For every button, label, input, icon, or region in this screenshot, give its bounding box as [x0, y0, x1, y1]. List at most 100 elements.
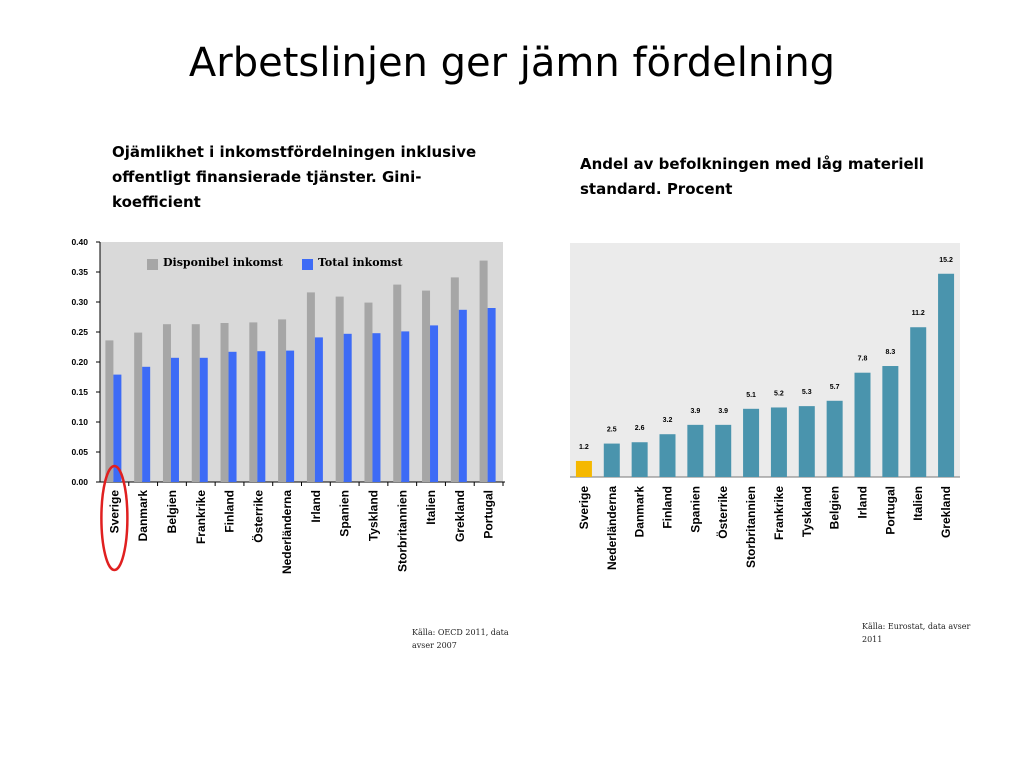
bar-disponibel-frankrike — [191, 324, 200, 482]
right-bar-österrike — [715, 424, 732, 477]
legend-label-total: Total inkomst — [318, 256, 403, 269]
bar-total-grekland — [458, 309, 467, 482]
left-category-label-group: Irland — [309, 490, 323, 523]
right-plot-area — [570, 243, 960, 477]
left-category-label: Österrike — [250, 490, 265, 543]
right-category-label: Nederländerna — [605, 486, 619, 570]
right-bar-portugal — [882, 366, 899, 477]
right-category-label: Österrike — [715, 486, 730, 539]
left-category-label-group: Sverige — [107, 490, 121, 534]
bar-total-nederländerna — [286, 350, 295, 482]
left-category-label-group: Spanien — [338, 490, 352, 537]
left-y-tick-label: 0.05 — [71, 447, 88, 457]
bar-total-österrike — [257, 351, 266, 482]
right-category-label-group: Danmark — [633, 486, 647, 538]
left-category-label-group: Storbritannien — [395, 490, 409, 572]
right-category-label: Frankrike — [772, 486, 786, 540]
left-category-label-group: Danmark — [136, 490, 150, 542]
right-category-label: Belgien — [828, 486, 842, 529]
left-category-label: Italien — [424, 490, 438, 525]
right-category-label: Finland — [661, 486, 675, 529]
right-category-label: Sverige — [577, 486, 591, 530]
right-category-label: Spanien — [688, 486, 702, 533]
left-category-label: Nederländerna — [280, 490, 294, 574]
left-plot-area — [100, 242, 503, 482]
left-category-label-group: Finland — [223, 490, 237, 533]
bar-disponibel-österrike — [249, 322, 258, 482]
bar-total-sverige — [113, 374, 122, 482]
right-category-label-group: Spanien — [688, 486, 702, 533]
right-category-label: Italien — [911, 486, 925, 521]
right-bar-danmark — [631, 442, 648, 477]
right-value-label: 5.2 — [774, 390, 784, 397]
right-bar-grekland — [938, 273, 955, 477]
right-bar-frankrike — [770, 407, 787, 477]
bar-disponibel-sverige — [105, 340, 114, 482]
bar-disponibel-portugal — [479, 260, 488, 482]
right-chart-source: Källa: Eurostat, data avser 2011 — [862, 622, 971, 644]
left-category-label: Irland — [309, 490, 323, 523]
bar-total-irland — [314, 337, 323, 482]
right-value-label: 15.2 — [939, 257, 953, 264]
right-value-label: 3.9 — [690, 408, 700, 415]
right-value-label: 2.6 — [635, 425, 645, 432]
right-bar-tyskland — [798, 406, 815, 477]
right-value-label: 5.7 — [830, 384, 840, 391]
right-category-label: Storbritannien — [744, 486, 758, 568]
bar-disponibel-nederländerna — [278, 319, 287, 482]
right-category-label-group: Sverige — [577, 486, 591, 530]
left-category-label-group: Frankrike — [194, 490, 208, 544]
right-bar-italien — [910, 327, 927, 477]
bar-disponibel-danmark — [134, 332, 143, 482]
right-category-label-group: Portugal — [883, 486, 897, 535]
left-y-tick-label: 0.40 — [71, 237, 88, 247]
right-category-label-group: Grekland — [939, 486, 953, 538]
right-category-label-group: Österrike — [715, 486, 730, 539]
right-bar-sverige — [575, 460, 592, 477]
legend-label-disponibel: Disponibel inkomst — [163, 256, 284, 269]
right-value-label: 3.9 — [718, 408, 728, 415]
left-category-label: Grekland — [453, 490, 467, 542]
bar-disponibel-belgien — [162, 324, 171, 482]
left-category-label: Tyskland — [366, 490, 380, 541]
right-chart-heading: Andel av befolkningen med låg materiell … — [580, 155, 924, 198]
right-category-label: Irland — [856, 486, 870, 519]
right-category-label: Grekland — [939, 486, 953, 538]
legend-swatch-disponibel — [147, 259, 158, 270]
right-category-label: Portugal — [883, 486, 897, 535]
left-category-label-group: Nederländerna — [280, 490, 294, 574]
left-category-label: Frankrike — [194, 490, 208, 544]
left-category-label: Storbritannien — [395, 490, 409, 572]
right-category-label-group: Nederländerna — [605, 486, 619, 570]
slide-title: Arbetslinjen ger jämn fördelning — [188, 40, 836, 86]
right-value-label: 11.2 — [912, 310, 925, 317]
right-bar-finland — [659, 434, 676, 477]
left-y-tick-label: 0.30 — [71, 297, 88, 307]
right-bar-storbritannien — [743, 408, 760, 477]
left-category-label: Portugal — [482, 490, 496, 539]
right-value-label: 2.5 — [607, 427, 617, 434]
right-category-label-group: Tyskland — [800, 486, 814, 537]
bar-total-belgien — [170, 357, 179, 482]
bar-disponibel-storbritannien — [393, 284, 402, 482]
bar-total-italien — [430, 325, 439, 482]
left-category-label-group: Grekland — [453, 490, 467, 542]
right-bar-nederländerna — [603, 443, 620, 477]
left-category-label: Sverige — [107, 490, 121, 534]
right-category-label-group: Italien — [911, 486, 925, 521]
bar-total-storbritannien — [401, 331, 410, 482]
right-value-label: 7.8 — [858, 356, 868, 363]
left-category-label-group: Portugal — [482, 490, 496, 539]
right-category-label-group: Finland — [661, 486, 675, 529]
bar-disponibel-italien — [422, 290, 431, 482]
bar-disponibel-tyskland — [364, 302, 373, 482]
bar-total-finland — [228, 351, 237, 482]
left-category-label-group: Tyskland — [366, 490, 380, 541]
right-category-label: Tyskland — [800, 486, 814, 537]
left-category-label: Finland — [223, 490, 237, 533]
highlight-ellipse-sverige — [100, 464, 129, 572]
right-value-label: 1.2 — [579, 444, 589, 451]
right-bar-irland — [854, 372, 871, 477]
left-chart-heading: Ojämlikhet i inkomstfördelningen inklusi… — [112, 143, 477, 211]
bar-total-danmark — [142, 366, 151, 482]
